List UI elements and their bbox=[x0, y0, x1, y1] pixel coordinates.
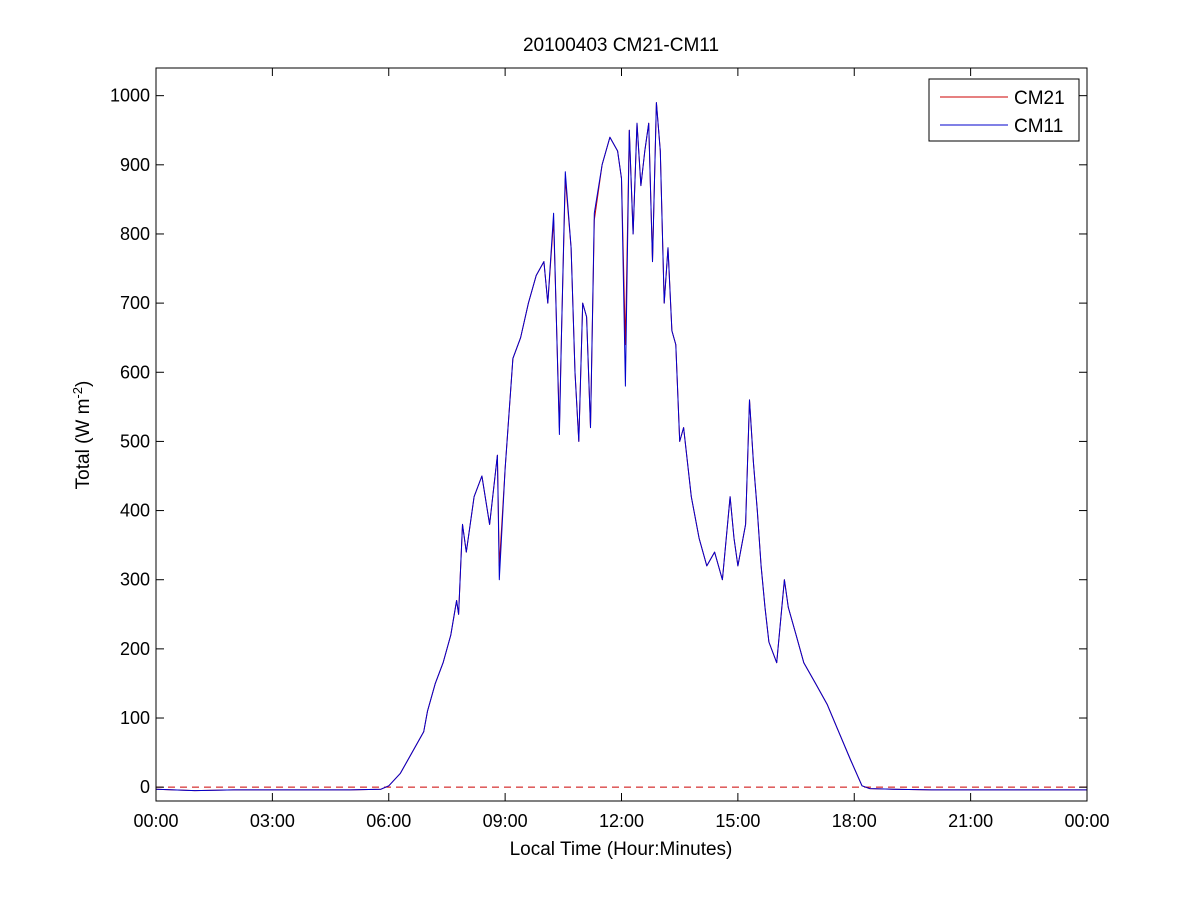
x-axis: 00:00 03:00 06:00 09:00 12:00 15:00 18:00 21:00… bbox=[133, 68, 1110, 831]
x-tick-label: 00:00 bbox=[1064, 811, 1109, 831]
legend-label-cm11: CM11 bbox=[1014, 116, 1063, 137]
y-axis-title: Total (W m-2) bbox=[70, 381, 94, 490]
y-tick-label: 300 bbox=[120, 570, 150, 590]
y-tick-label: 0 bbox=[140, 777, 150, 797]
x-axis-title: Local Time (Hour:Minutes) bbox=[510, 839, 733, 860]
y-tick-label: 200 bbox=[120, 639, 150, 659]
y-tick-label: 400 bbox=[120, 501, 150, 521]
y-tick-label: 600 bbox=[120, 362, 150, 382]
chart-title: 20100403 CM21-CM11 bbox=[523, 35, 719, 56]
y-tick-label: 100 bbox=[120, 708, 150, 728]
x-tick-label: 15:00 bbox=[715, 811, 760, 831]
x-tick-label: 06:00 bbox=[366, 811, 411, 831]
y-tick-label: 1000 bbox=[110, 86, 150, 106]
y-tick-label: 800 bbox=[120, 224, 150, 244]
legend: CM21 CM11 bbox=[928, 78, 1080, 142]
y-axis-title-superscript: -2 bbox=[70, 387, 85, 399]
x-tick-label: 03:00 bbox=[250, 811, 295, 831]
y-axis-title-main: Total (W m bbox=[73, 399, 94, 490]
x-tick-label: 21:00 bbox=[948, 811, 993, 831]
legend-label-cm21: CM21 bbox=[1014, 88, 1065, 109]
y-tick-label: 900 bbox=[120, 155, 150, 175]
y-axis: 0 100 200 300 400 500 600 700 800 900 1000 bbox=[110, 86, 1087, 797]
x-tick-label: 12:00 bbox=[599, 811, 644, 831]
series-layer bbox=[155, 102, 1087, 792]
legend-box bbox=[928, 78, 1080, 142]
y-axis-title-suffix: ) bbox=[73, 381, 94, 387]
x-tick-label: 00:00 bbox=[133, 811, 178, 831]
y-tick-label: 500 bbox=[120, 431, 150, 451]
x-tick-label: 09:00 bbox=[483, 811, 528, 831]
series-line-cm11 bbox=[155, 102, 1087, 792]
y-tick-label: 700 bbox=[120, 293, 150, 313]
x-tick-label: 18:00 bbox=[832, 811, 877, 831]
